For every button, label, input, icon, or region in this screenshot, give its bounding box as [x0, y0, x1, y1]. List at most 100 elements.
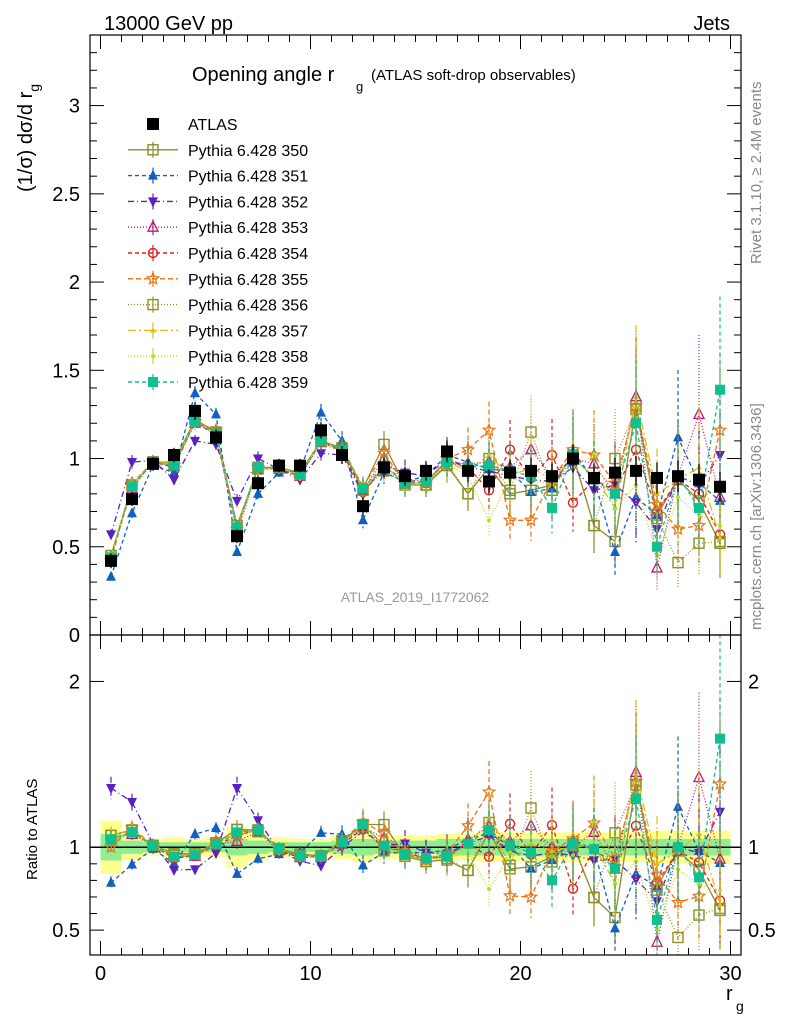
series-point	[549, 847, 555, 853]
y-tick-label: 1.5	[52, 360, 80, 382]
data-point	[441, 445, 453, 458]
ratio-y-label: Ratio to ATLAS	[24, 779, 41, 880]
legend-marker	[151, 354, 155, 359]
series-point	[211, 821, 221, 832]
series-point	[654, 860, 660, 866]
series-point	[613, 505, 617, 510]
legend-label: Pythia 6.428 357	[188, 323, 308, 340]
data-point	[168, 449, 180, 461]
series-point	[696, 831, 702, 837]
series-point	[694, 872, 704, 883]
legend-marker	[147, 118, 159, 130]
series-point	[230, 833, 244, 846]
series-point	[316, 435, 326, 446]
y-tick-label: 2	[69, 272, 80, 294]
series-point	[127, 798, 137, 809]
series-point	[358, 483, 368, 494]
series-point	[253, 454, 263, 465]
plot-title: Opening angle r g (ATLAS soft-drop obser…	[192, 64, 576, 94]
x-tick-label: 0	[95, 963, 106, 985]
legend-marker	[148, 169, 158, 180]
series-point	[190, 387, 200, 398]
series-point	[295, 850, 305, 861]
series-point	[358, 859, 368, 870]
series-8	[109, 410, 722, 581]
data-point	[210, 431, 222, 444]
legend-label: Pythia 6.428 359	[188, 375, 308, 392]
series-point	[484, 460, 494, 471]
series-point	[127, 858, 137, 869]
series-point	[232, 867, 242, 878]
legend-marker	[148, 377, 158, 387]
title-note: (ATLAS soft-drop observables)	[371, 67, 576, 84]
series-point	[253, 852, 263, 863]
series-point	[358, 514, 368, 525]
legend-label: Pythia 6.428 351	[188, 169, 308, 186]
series-point	[717, 534, 723, 540]
series-point	[526, 847, 536, 858]
legend-entry: Pythia 6.428 359	[128, 374, 308, 392]
legend-marker	[147, 298, 159, 311]
series-line	[110, 786, 721, 903]
data-point	[609, 466, 621, 479]
series-line	[110, 389, 721, 558]
x-tick-label: 20	[509, 963, 531, 985]
legend-entry: Pythia 6.428 351	[128, 167, 308, 186]
series-point	[463, 838, 473, 849]
ratio-tick-label-right: 1	[748, 837, 759, 859]
ratio-tick-label-right: 2	[748, 671, 759, 693]
legend-entry: Pythia 6.428 354	[128, 245, 308, 263]
series-point	[253, 487, 263, 498]
series-point	[715, 384, 725, 395]
data-point	[525, 464, 537, 477]
legend-label: Pythia 6.428 350	[188, 143, 308, 160]
series-point	[295, 469, 305, 480]
series-point	[672, 556, 684, 569]
y-tick-label: 1	[69, 449, 80, 471]
y-axis-label: (1/σ) dσ/d rg	[15, 84, 42, 192]
side-label-bottom-group: mcplots.cern.ch [arXiv:1306.3436]	[748, 403, 765, 630]
series-line	[110, 420, 721, 558]
ratio-y-label-group: Ratio to ATLAS	[24, 779, 41, 880]
legend-marker	[145, 271, 161, 285]
series-line	[110, 396, 721, 556]
series-point	[232, 784, 242, 795]
series-point	[190, 850, 200, 861]
data-point	[399, 470, 411, 483]
side-label-bottom: mcplots.cern.ch [arXiv:1306.3436]	[748, 403, 765, 630]
y-tick-label: 0	[69, 625, 80, 647]
legend-label: Pythia 6.428 355	[188, 272, 308, 289]
data-point	[630, 464, 642, 477]
series-point	[169, 460, 179, 471]
series-point	[505, 840, 515, 851]
series-5	[103, 336, 728, 567]
series-point	[610, 546, 620, 557]
legend-label: Pythia 6.428 354	[188, 246, 308, 263]
series-point	[190, 865, 200, 876]
data-point	[189, 404, 201, 417]
series-9-ratio	[106, 635, 725, 950]
series-point	[190, 416, 200, 427]
series-point	[715, 733, 725, 744]
series-point	[232, 496, 242, 507]
x-axis-label: r	[726, 983, 733, 1005]
series-line	[110, 440, 721, 535]
series-point	[672, 931, 684, 944]
data-point	[546, 470, 558, 483]
series-point	[148, 840, 158, 851]
series-0	[105, 336, 726, 579]
series-point	[358, 819, 368, 830]
series-point	[589, 856, 599, 867]
y-tick-label: 0.5	[52, 537, 80, 559]
legend-entry: Pythia 6.428 353	[128, 219, 308, 237]
series-point	[547, 875, 557, 886]
series-point	[337, 837, 347, 848]
series-point	[502, 512, 518, 527]
series-point	[232, 827, 242, 838]
series-point	[631, 794, 641, 805]
series-point	[106, 834, 116, 845]
series-point	[673, 842, 683, 853]
data-point	[336, 449, 348, 461]
